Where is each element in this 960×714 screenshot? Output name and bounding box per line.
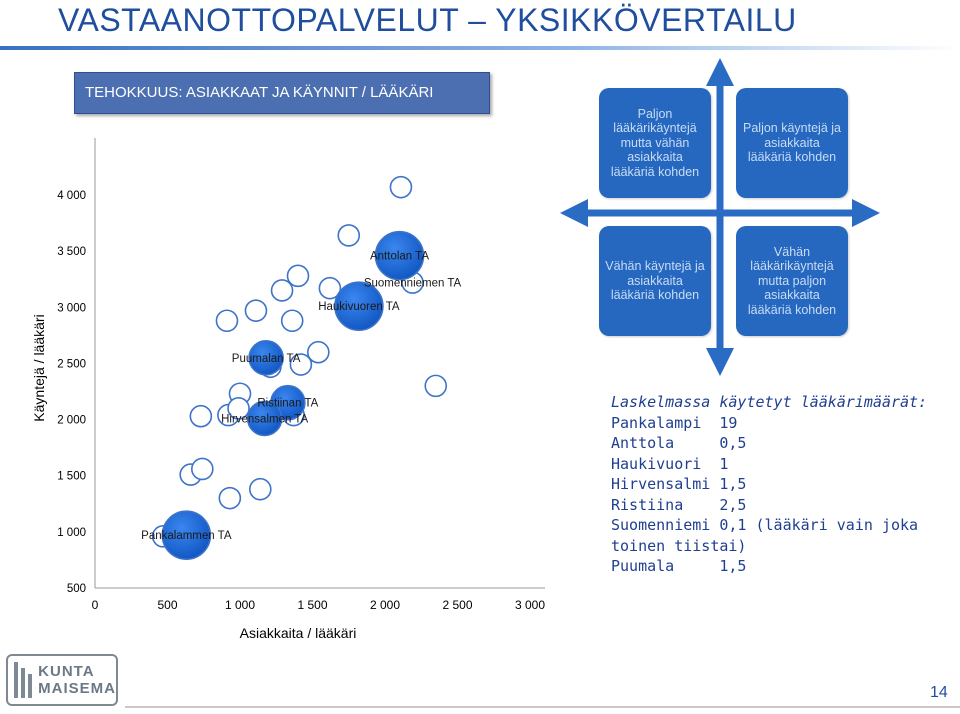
data-point-label: Pankalammen TA [141, 530, 232, 542]
data-point-highlighted [374, 230, 425, 281]
note-row: Anttola 0,5 [611, 434, 747, 452]
data-point [270, 279, 294, 302]
y-tick-label: 2 500 [57, 358, 86, 370]
y-tick-label: 4 000 [57, 190, 86, 202]
chart-point-labels: Pankalammen TA Puumalan TA Ristiinan TA Hir… [141, 251, 461, 543]
data-point [286, 264, 310, 288]
data-point [191, 457, 214, 481]
data-point-label: Ristiinan TA [257, 398, 318, 410]
data-point-label: Haukivuoren TA [318, 301, 400, 313]
footer-rule [125, 706, 960, 708]
page-number: 14 [930, 684, 948, 701]
slide-title: VASTAANOTTOPALVELUT – YKSIKKÖVERTAILU [58, 2, 797, 38]
data-point [389, 175, 413, 199]
data-point-label: Hirvensalmen TA [221, 413, 308, 425]
doctor-count-note: Laskelmassa käytetyt lääkärimäärät: Pank… [611, 392, 951, 577]
chart-axes [94, 138, 545, 589]
quadrant-bottom-right: Vähän lääkärikäyntejä mutta paljon asiak… [736, 226, 848, 336]
x-tick-label: 1 000 [225, 598, 255, 612]
data-point-highlighted [334, 281, 384, 331]
chart-title-banner: TEHOKKUUS: ASIAKKAAT JA KÄYNNIT / LÄÄKÄR… [74, 72, 490, 114]
title-rule [0, 46, 960, 50]
y-tick-labels: 500 1 000 1 500 2 000 2 500 3 000 3 500 4 000 [57, 190, 86, 595]
note-row: Pankalampi 19 [611, 413, 738, 432]
note-row: Haukivuori 1 [611, 454, 729, 473]
y-tick-label: 1 000 [57, 527, 86, 539]
note-row: Puumala 1,5 [611, 557, 747, 575]
data-point-highlighted [248, 340, 284, 376]
y-tick-label: 500 [67, 583, 86, 595]
data-point [289, 353, 313, 376]
data-point [218, 486, 242, 510]
x-tick-label: 2 500 [442, 598, 472, 612]
data-point-label: Suomenniemen TA [364, 278, 462, 290]
x-tick-labels: 0 500 1 000 1 500 2 000 2 500 3 000 [92, 598, 546, 612]
data-point [189, 404, 213, 428]
data-point [306, 340, 330, 364]
data-point [227, 397, 250, 420]
data-point [280, 309, 304, 333]
data-point [337, 224, 361, 247]
chart-points [151, 175, 448, 561]
note-row: Ristiina 2,5 [611, 495, 747, 514]
y-axis-label: Käyntejä / lääkäri [31, 314, 47, 421]
quadrant-bottom-left: Vähän käyntejä ja asiakkaita lääkäriä ko… [599, 226, 711, 336]
note-row: Hirvensalmi 1,5 [611, 475, 747, 493]
x-tick-label: 1 500 [297, 598, 327, 612]
data-point-label: Puumalan TA [232, 353, 301, 365]
x-axis-label: Asiakkaita / lääkäri [240, 625, 357, 641]
y-tick-label: 1 500 [57, 471, 86, 483]
quadrant-top-left: Paljon lääkärikäyntejä mutta vähän asiak… [599, 88, 711, 198]
logo-text: KUNTA MAISEMA [38, 663, 116, 697]
x-tick-label: 2 000 [370, 598, 400, 612]
y-tick-label: 2 000 [57, 415, 86, 427]
data-point [244, 299, 268, 322]
data-point-highlighted [161, 510, 212, 561]
note-row: Suomenniemi 0,1 (lääkäri vain joka [611, 516, 919, 534]
kuntamaisema-logo: KUNTA MAISEMA [6, 654, 118, 706]
y-tick-label: 3 000 [57, 302, 86, 314]
data-point-highlighted [246, 400, 283, 437]
quadrant-arrows [560, 57, 880, 376]
quadrant-top-right: Paljon käyntejä ja asiakkaita lääkäriä k… [736, 88, 848, 198]
data-point [215, 309, 239, 333]
data-point [424, 374, 448, 398]
note-heading: Laskelmassa käytetyt lääkärimäärät: [611, 393, 928, 411]
x-tick-label: 0 [92, 598, 99, 612]
y-tick-label: 3 500 [57, 246, 86, 258]
data-point [248, 477, 272, 501]
note-row: toinen tiistai) [611, 536, 747, 555]
data-point-label: Anttolan TA [370, 251, 429, 263]
x-tick-label: 3 000 [515, 598, 545, 612]
data-point [318, 276, 342, 300]
logo-mark-icon [14, 662, 32, 698]
x-tick-label: 500 [157, 598, 177, 612]
